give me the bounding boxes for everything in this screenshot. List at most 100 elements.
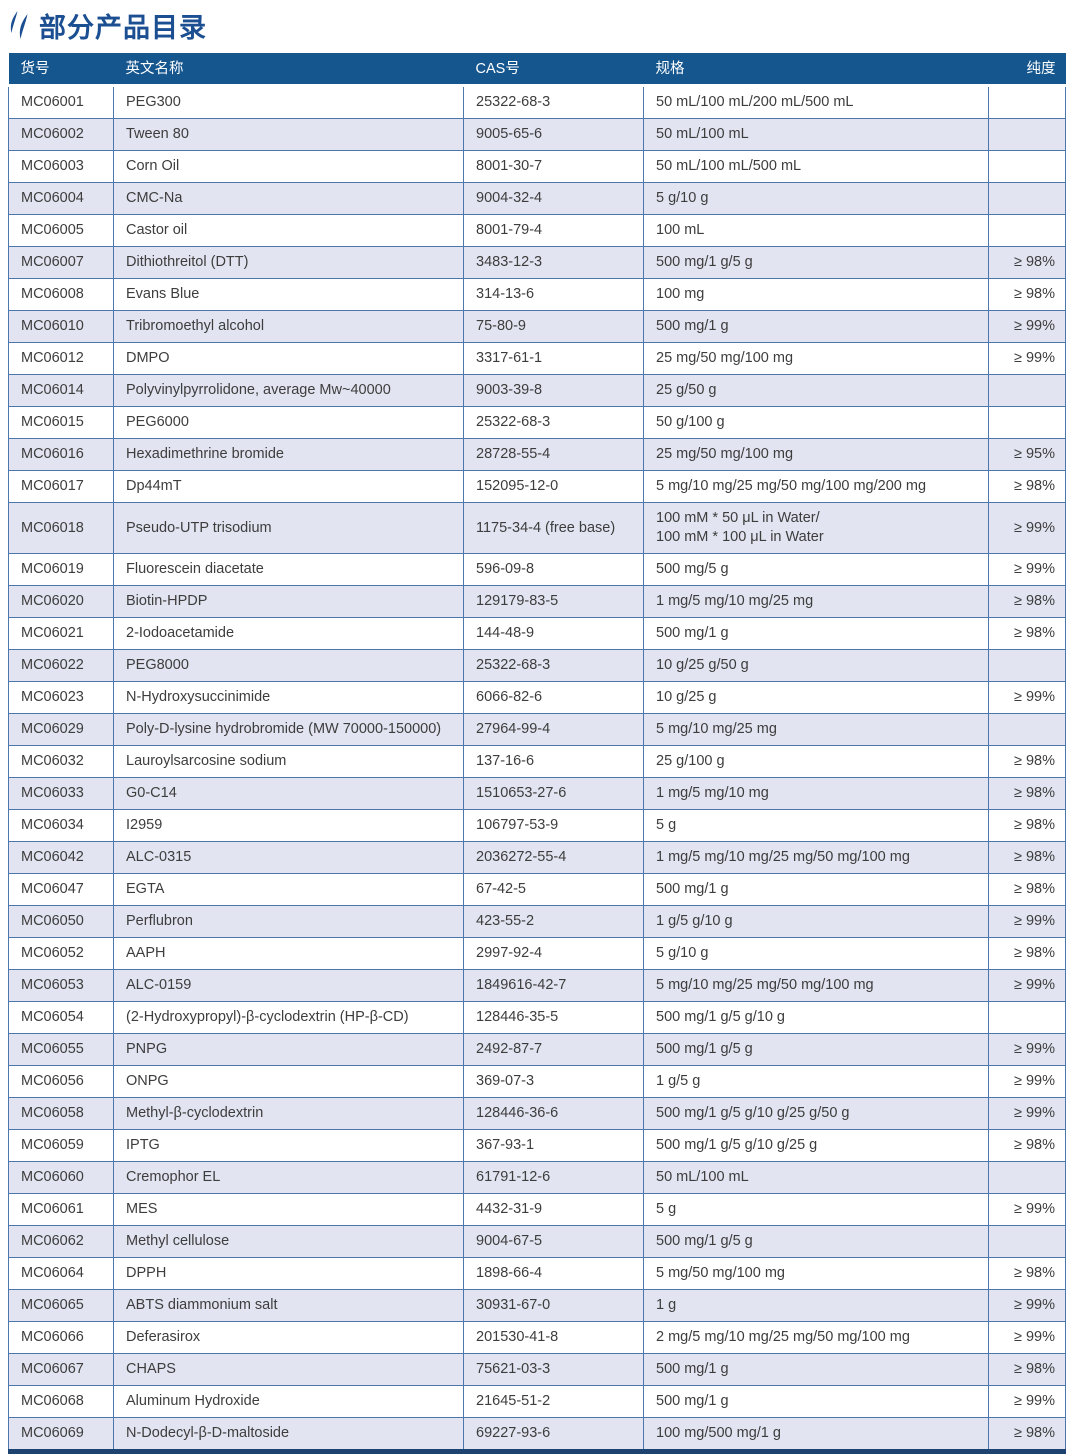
cas-number-cell: 75621-03-3 (463, 1353, 644, 1386)
cas-number-cell: 9003-39-8 (463, 374, 644, 407)
item-number-cell: MC06055 (8, 1033, 114, 1066)
item-number-cell: MC06056 (8, 1065, 114, 1098)
purity-cell: ≥ 98% (988, 1417, 1066, 1453)
english-name-cell: N-Dodecyl-β-D-maltoside (113, 1417, 464, 1453)
specification-cell: 500 mg/1 g/5 g/10 g/25 g/50 g (643, 1097, 989, 1130)
purity-cell: ≥ 98% (988, 937, 1066, 970)
purity-cell: ≥ 99% (988, 1289, 1066, 1322)
specification-cell: 5 g/10 g (643, 937, 989, 970)
cas-number-cell: 9004-32-4 (463, 182, 644, 215)
table-row: MC06021 2-Iodoacetamide 144-48-9 500 mg/1 g… (8, 617, 1066, 650)
item-number-cell: MC06017 (8, 470, 114, 503)
specification-cell: 1 mg/5 mg/10 mg/25 mg (643, 585, 989, 618)
item-number-cell: MC06016 (8, 438, 114, 471)
item-number-cell: MC06029 (8, 713, 114, 746)
item-number-cell: MC06022 (8, 649, 114, 682)
specification-cell: 50 g/100 g (643, 406, 989, 439)
table-row: MC06068 Aluminum Hydroxide 21645-51-2 500 m… (8, 1385, 1066, 1418)
cas-number-cell: 1849616-42-7 (463, 969, 644, 1002)
product-table: 货号 英文名称 CAS号 规格 纯度 MC06001 PEG300 25322-68… (8, 53, 1066, 1454)
purity-cell: ≥ 99% (988, 1321, 1066, 1354)
cas-number-cell: 2036272-55-4 (463, 841, 644, 874)
table-row: MC06062 Methyl cellulose 9004-67-5 500 mg/1… (8, 1225, 1066, 1258)
table-row: MC06052 AAPH 2997-92-4 5 g/10 g ≥ 98% (8, 937, 1066, 970)
section-title: 部分产品目录 (8, 7, 1073, 43)
specification-cell: 25 mg/50 mg/100 mg (643, 342, 989, 375)
table-row: MC06050 Perflubron 423-55-2 1 g/5 g/10 g ≥ 9… (8, 905, 1066, 938)
table-row: MC06067 CHAPS 75621-03-3 500 mg/1 g ≥ 98% (8, 1353, 1066, 1386)
specification-cell: 500 mg/1 g/5 g/10 g/25 g (643, 1129, 989, 1162)
specification-cell: 100 mg/500 mg/1 g (643, 1417, 989, 1453)
cas-number-cell: 423-55-2 (463, 905, 644, 938)
cas-number-cell: 2997-92-4 (463, 937, 644, 970)
purity-cell: ≥ 98% (988, 278, 1066, 311)
item-number-cell: MC06015 (8, 406, 114, 439)
english-name-cell: PEG8000 (113, 649, 464, 682)
page-title: 部分产品目录 (39, 12, 207, 43)
table-row: MC06004 CMC-Na 9004-32-4 5 g/10 g (8, 182, 1066, 215)
item-number-cell: MC06008 (8, 278, 114, 311)
cas-number-cell: 21645-51-2 (463, 1385, 644, 1418)
purity-cell: ≥ 99% (988, 1385, 1066, 1418)
item-number-cell: MC06023 (8, 681, 114, 714)
specification-cell: 500 mg/1 g (643, 1385, 989, 1418)
table-row: MC06005 Castor oil 8001-79-4 100 mL (8, 214, 1066, 247)
specification-cell: 100 mL (643, 214, 989, 247)
english-name-cell: G0-C14 (113, 777, 464, 810)
table-row: MC06042 ALC-0315 2036272-55-4 1 mg/5 mg/10 … (8, 841, 1066, 874)
item-number-cell: MC06069 (8, 1417, 114, 1453)
cas-number-cell: 75-80-9 (463, 310, 644, 343)
table-row: MC06056 ONPG 369-07-3 1 g/5 g ≥ 99% (8, 1065, 1066, 1098)
item-number-cell: MC06042 (8, 841, 114, 874)
column-header-english-name: 英文名称 (113, 53, 464, 87)
specification-cell: 500 mg/1 g (643, 873, 989, 906)
column-header-cas-number: CAS号 (463, 53, 644, 87)
item-number-cell: MC06065 (8, 1289, 114, 1322)
cas-number-cell: 596-09-8 (463, 553, 644, 586)
specification-cell: 50 mL/100 mL/200 mL/500 mL (643, 85, 989, 119)
table-row: MC06033 G0-C14 1510653-27-6 1 mg/5 mg/10 mg… (8, 777, 1066, 810)
table-row: MC06053 ALC-0159 1849616-42-7 5 mg/10 mg/25… (8, 969, 1066, 1002)
purity-cell: ≥ 98% (988, 470, 1066, 503)
table-row: MC06059 IPTG 367-93-1 500 mg/1 g/5 g/10 g/2… (8, 1129, 1066, 1162)
purity-cell (988, 214, 1066, 247)
specification-cell: 1 g/5 g/10 g (643, 905, 989, 938)
cas-number-cell: 128446-36-6 (463, 1097, 644, 1130)
purity-cell: ≥ 98% (988, 246, 1066, 279)
purity-cell (988, 1225, 1066, 1258)
specification-cell: 5 mg/10 mg/25 mg/50 mg/100 mg (643, 969, 989, 1002)
table-row: MC06069 N-Dodecyl-β-D-maltoside 69227-93-6… (8, 1417, 1066, 1453)
english-name-cell: (2-Hydroxypropyl)-β-cyclodextrin (HP-β-C… (113, 1001, 464, 1034)
item-number-cell: MC06034 (8, 809, 114, 842)
cas-number-cell: 25322-68-3 (463, 649, 644, 682)
english-name-cell: PEG6000 (113, 406, 464, 439)
purity-cell (988, 374, 1066, 407)
english-name-cell: CHAPS (113, 1353, 464, 1386)
cas-number-cell: 8001-30-7 (463, 150, 644, 183)
cas-number-cell: 8001-79-4 (463, 214, 644, 247)
english-name-cell: Dithiothreitol (DTT) (113, 246, 464, 279)
item-number-cell: MC06019 (8, 553, 114, 586)
purity-cell: ≥ 98% (988, 777, 1066, 810)
cas-number-cell: 25322-68-3 (463, 85, 644, 119)
cas-number-cell: 1898-66-4 (463, 1257, 644, 1290)
item-number-cell: MC06067 (8, 1353, 114, 1386)
purity-cell: ≥ 99% (988, 1065, 1066, 1098)
item-number-cell: MC06004 (8, 182, 114, 215)
cas-number-cell: 67-42-5 (463, 873, 644, 906)
specification-cell: 500 mg/5 g (643, 553, 989, 586)
specification-cell: 500 mg/1 g/5 g/10 g (643, 1001, 989, 1034)
item-number-cell: MC06062 (8, 1225, 114, 1258)
cas-number-cell: 1510653-27-6 (463, 777, 644, 810)
specification-cell: 5 g (643, 809, 989, 842)
item-number-cell: MC06005 (8, 214, 114, 247)
english-name-cell: 2-Iodoacetamide (113, 617, 464, 650)
purity-cell (988, 1001, 1066, 1034)
english-name-cell: Pseudo-UTP trisodium (113, 502, 464, 554)
table-row: MC06022 PEG8000 25322-68-3 10 g/25 g/50 g (8, 649, 1066, 682)
specification-cell: 5 mg/10 mg/25 mg/50 mg/100 mg/200 mg (643, 470, 989, 503)
english-name-cell: ALC-0315 (113, 841, 464, 874)
english-name-cell: ONPG (113, 1065, 464, 1098)
cas-number-cell: 2492-87-7 (463, 1033, 644, 1066)
table-row: MC06017 Dp44mT 152095-12-0 5 mg/10 mg/25 mg… (8, 470, 1066, 503)
